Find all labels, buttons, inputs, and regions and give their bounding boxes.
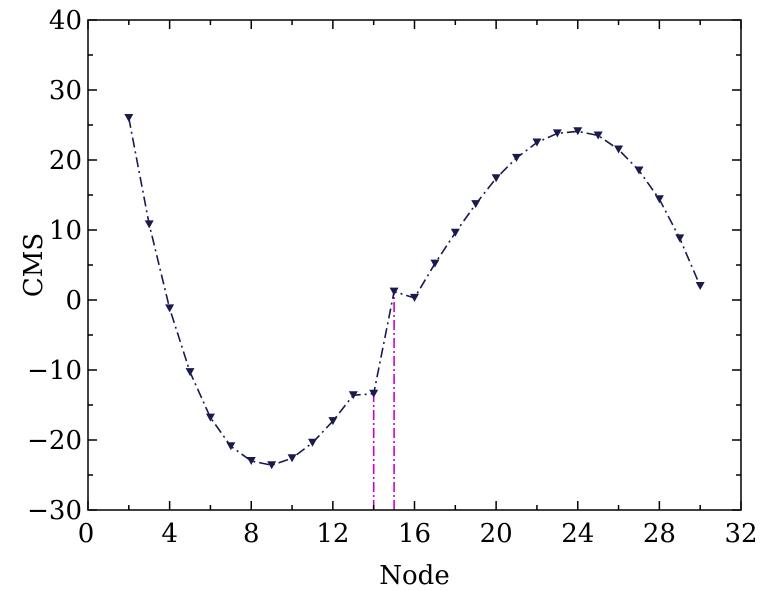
data-point — [410, 293, 419, 302]
x-tick-label: 20 — [480, 519, 513, 549]
data-point — [532, 138, 542, 147]
y-tick-label: 10 — [49, 216, 82, 246]
data-point — [287, 454, 297, 463]
data-point — [226, 442, 236, 451]
data-point — [165, 304, 175, 313]
data-point — [512, 153, 522, 162]
x-tick-labels: 0 4 8 12 16 20 24 28 32 — [78, 519, 758, 549]
series-layer — [124, 114, 705, 470]
data-point — [593, 131, 603, 140]
y-tick-label: −30 — [27, 496, 82, 526]
y-tick-label: 20 — [49, 146, 82, 176]
data-point — [348, 391, 358, 400]
data-point — [144, 220, 154, 229]
data-point — [573, 127, 583, 136]
data-point — [695, 282, 705, 290]
y-axis-title: CMS — [19, 233, 49, 297]
x-tick-label: 12 — [316, 519, 349, 549]
data-point — [267, 461, 277, 470]
data-point — [185, 368, 195, 377]
data-point — [430, 259, 440, 268]
x-tick-label: 4 — [161, 519, 178, 549]
data-point — [552, 129, 562, 138]
y-tick-label: −10 — [27, 356, 82, 386]
data-point — [675, 234, 685, 243]
data-point — [491, 174, 501, 183]
y-tick-label: 0 — [65, 286, 82, 316]
x-tick-label: 0 — [78, 519, 95, 549]
data-point — [471, 200, 481, 209]
x-tick-label: 16 — [398, 519, 431, 549]
axis-ticks — [87, 19, 742, 511]
y-tick-label: 40 — [49, 6, 82, 36]
data-point — [450, 228, 460, 237]
data-point — [124, 114, 134, 122]
data-point — [614, 145, 624, 154]
data-point — [634, 166, 644, 175]
data-point — [328, 417, 338, 426]
series-line — [128, 117, 701, 467]
y-tick-labels: 40 30 20 10 0 −10 −20 −30 — [27, 6, 82, 526]
data-point — [246, 457, 256, 465]
reference-lines — [372, 291, 395, 510]
data-point — [654, 195, 664, 204]
y-tick-label: 30 — [49, 76, 82, 106]
data-point — [205, 413, 215, 422]
x-tick-label: 24 — [561, 519, 594, 549]
data-point — [307, 438, 317, 447]
plot-frame — [87, 19, 742, 511]
data-point — [389, 287, 399, 296]
x-tick-label: 32 — [724, 519, 757, 549]
y-tick-label: −20 — [27, 426, 82, 456]
data-point — [369, 389, 379, 398]
x-tick-label: 28 — [643, 519, 676, 549]
x-tick-label: 8 — [243, 519, 260, 549]
x-axis-title: Node — [379, 561, 449, 591]
